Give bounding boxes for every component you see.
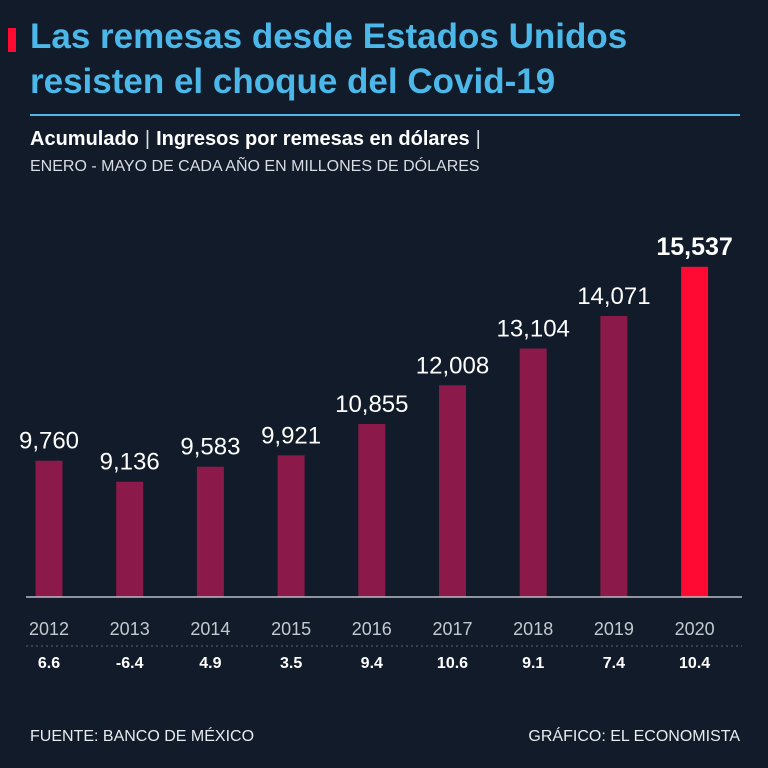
growth-label-2013: -6.4 bbox=[116, 655, 144, 672]
growth-label-2018: 9.1 bbox=[522, 655, 544, 672]
value-label-2018: 13,104 bbox=[496, 316, 569, 343]
value-label-2013: 9,136 bbox=[100, 449, 160, 476]
title-divider bbox=[30, 114, 740, 116]
chart-subtitle: Acumulado | Ingresos por remesas en dólare… bbox=[30, 128, 487, 151]
category-label-2018: 2018 bbox=[513, 619, 553, 639]
bar-2015 bbox=[277, 455, 305, 597]
subtitle-separator-end: | bbox=[475, 128, 481, 150]
bar-2014 bbox=[196, 466, 224, 597]
growth-label-2015: 3.5 bbox=[280, 655, 302, 672]
category-label-2020: 2020 bbox=[675, 619, 715, 639]
category-label-2017: 2017 bbox=[432, 619, 472, 639]
title-accent-bar bbox=[8, 28, 16, 52]
chart-units-note: ENERO - MAYO DE CADA AÑO EN MILLONES DE … bbox=[30, 158, 480, 175]
bar-2016 bbox=[358, 424, 386, 597]
value-label-2020: 15,537 bbox=[656, 233, 732, 261]
value-label-2016: 10,855 bbox=[335, 391, 408, 418]
growth-label-2017: 10.6 bbox=[437, 655, 468, 672]
category-label-2016: 2016 bbox=[352, 619, 392, 639]
chart-title: Las remesas desde Estados Unidos resiste… bbox=[30, 17, 628, 101]
source-note: FUENTE: BANCO DE MÉXICO bbox=[30, 728, 255, 745]
subtitle-income: Ingresos por remesas en dólares bbox=[156, 128, 470, 150]
category-label-2019: 2019 bbox=[594, 619, 634, 639]
value-label-2015: 9,921 bbox=[261, 422, 321, 449]
growth-label-2014: 4.9 bbox=[199, 655, 221, 672]
value-label-2019: 14,071 bbox=[577, 283, 650, 310]
growth-label-2012: 6.6 bbox=[38, 655, 60, 672]
category-label-2013: 2013 bbox=[110, 619, 150, 639]
bar-2019 bbox=[600, 316, 628, 597]
bar-2012 bbox=[35, 460, 63, 597]
bar-2013 bbox=[116, 481, 144, 597]
category-label-2014: 2014 bbox=[190, 619, 230, 639]
bar-2020 bbox=[681, 266, 709, 597]
value-label-2014: 9,583 bbox=[180, 434, 240, 461]
value-label-2012: 9,760 bbox=[19, 428, 79, 455]
credit-note: GRÁFICO: EL ECONOMISTA bbox=[528, 728, 740, 745]
category-label-2015: 2015 bbox=[271, 619, 311, 639]
growth-label-2019: 7.4 bbox=[603, 655, 625, 672]
value-label-2017: 12,008 bbox=[416, 352, 489, 379]
subtitle-accumulated: Acumulado bbox=[30, 128, 139, 150]
category-label-2012: 2012 bbox=[29, 619, 69, 639]
bar-2017 bbox=[439, 385, 466, 597]
subtitle-separator: | bbox=[144, 128, 151, 150]
growth-label-2020: 10.4 bbox=[679, 655, 710, 672]
growth-label-2016: 9.4 bbox=[361, 655, 383, 672]
bar-2018 bbox=[519, 348, 547, 597]
